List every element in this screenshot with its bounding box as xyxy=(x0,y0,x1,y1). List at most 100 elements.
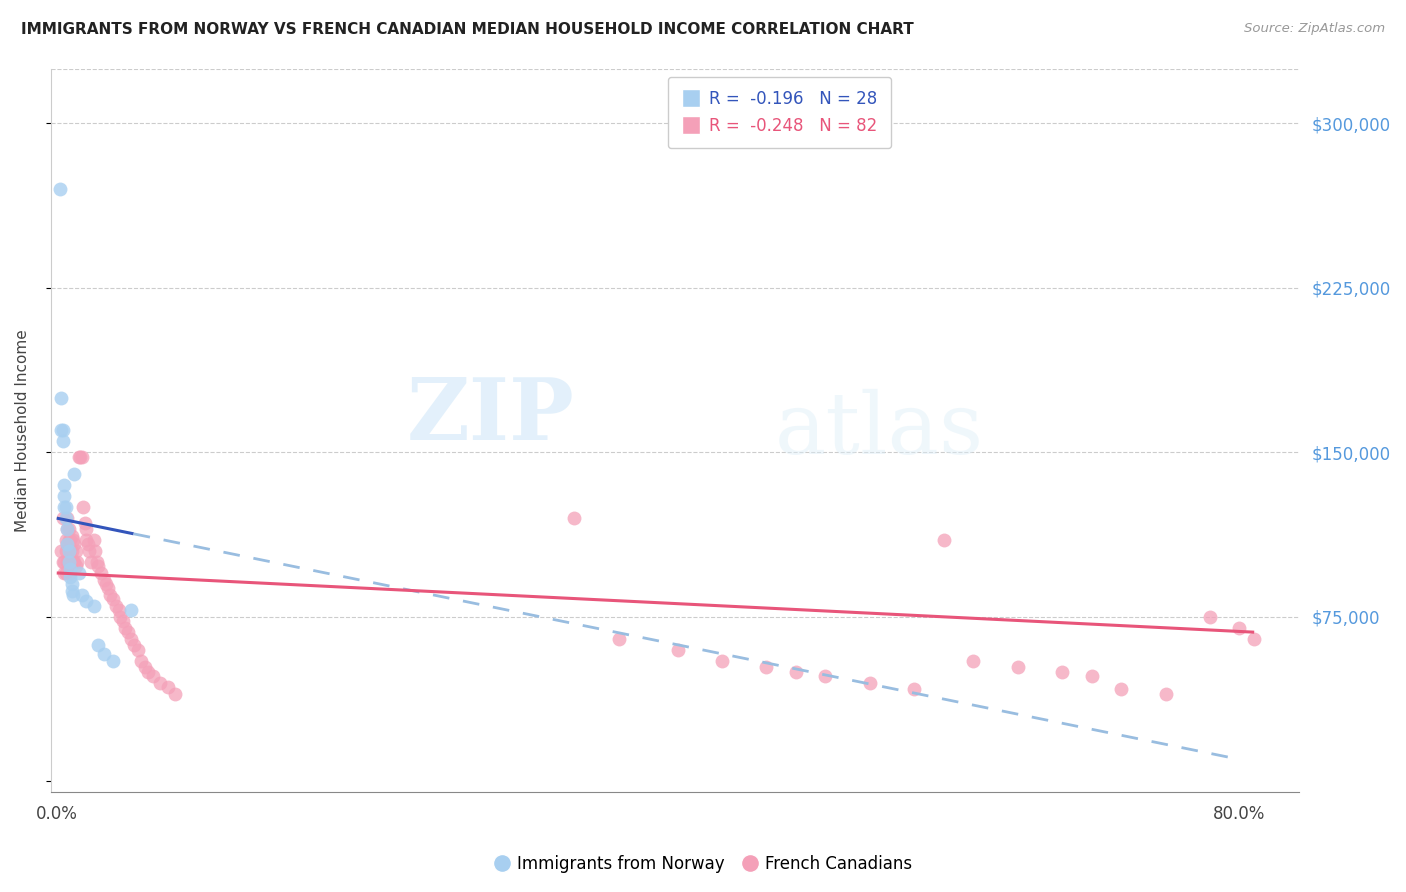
Point xyxy=(55,533,77,547)
Point xyxy=(60,529,83,543)
Point xyxy=(65,559,87,574)
Point xyxy=(53,566,76,580)
Point xyxy=(94,577,117,591)
Point xyxy=(51,391,73,405)
Point xyxy=(755,660,778,674)
Point xyxy=(122,638,145,652)
Point xyxy=(58,555,80,569)
Point xyxy=(52,555,75,569)
Point xyxy=(87,638,110,652)
Text: IMMIGRANTS FROM NORWAY VS FRENCH CANADIAN MEDIAN HOUSEHOLD INCOME CORRELATION CH: IMMIGRANTS FROM NORWAY VS FRENCH CANADIA… xyxy=(21,22,914,37)
Point xyxy=(63,537,86,551)
Point xyxy=(163,687,186,701)
Point xyxy=(83,533,105,547)
Point xyxy=(1229,621,1251,635)
Point xyxy=(55,500,77,515)
Point xyxy=(120,632,142,646)
Point xyxy=(110,610,132,624)
Point xyxy=(52,434,75,449)
Point xyxy=(156,680,179,694)
Point xyxy=(903,682,925,697)
Point xyxy=(66,555,89,569)
Point xyxy=(63,467,86,482)
Y-axis label: Median Household Income: Median Household Income xyxy=(15,329,30,532)
Point xyxy=(138,665,160,679)
Point xyxy=(59,533,82,547)
Point xyxy=(72,500,94,515)
Point xyxy=(108,603,131,617)
Point xyxy=(98,588,121,602)
Text: Source: ZipAtlas.com: Source: ZipAtlas.com xyxy=(1244,22,1385,36)
Point xyxy=(1007,660,1029,674)
Point xyxy=(93,573,115,587)
Point xyxy=(666,642,689,657)
Point xyxy=(962,654,984,668)
Point xyxy=(53,478,76,492)
Point xyxy=(56,537,79,551)
Point xyxy=(67,450,90,464)
Point xyxy=(127,642,149,657)
Point xyxy=(60,577,83,591)
Point xyxy=(52,424,75,438)
Point xyxy=(59,566,82,580)
Point xyxy=(83,599,105,613)
Point xyxy=(77,544,100,558)
Point xyxy=(1243,632,1265,646)
Point xyxy=(84,544,107,558)
Point xyxy=(607,632,630,646)
Point xyxy=(97,582,120,596)
Point xyxy=(80,555,103,569)
Point xyxy=(142,669,165,683)
Text: ZIP: ZIP xyxy=(408,374,575,458)
Point xyxy=(58,555,80,569)
Point xyxy=(117,625,139,640)
Point xyxy=(59,561,82,575)
Point xyxy=(62,588,84,602)
Point xyxy=(785,665,807,679)
Point xyxy=(59,570,82,584)
Point xyxy=(63,555,86,569)
Point xyxy=(65,544,87,558)
Point xyxy=(112,614,135,628)
Point xyxy=(101,654,124,668)
Point xyxy=(53,500,76,515)
Point xyxy=(59,544,82,558)
Point xyxy=(56,522,79,536)
Point xyxy=(70,450,93,464)
Point xyxy=(48,182,70,196)
Point xyxy=(75,533,97,547)
Point xyxy=(104,599,127,613)
Point xyxy=(1154,687,1177,701)
Point xyxy=(55,566,77,580)
Point xyxy=(70,588,93,602)
Point xyxy=(1198,610,1220,624)
Point xyxy=(51,544,73,558)
Point xyxy=(101,592,124,607)
Point xyxy=(711,654,734,668)
Point xyxy=(58,522,80,536)
Point xyxy=(87,559,110,574)
Point xyxy=(1080,669,1102,683)
Point xyxy=(58,533,80,547)
Point xyxy=(58,544,80,558)
Point xyxy=(75,594,97,608)
Point xyxy=(90,566,112,580)
Legend: R =  -0.196   N = 28, R =  -0.248   N = 82: R = -0.196 N = 28, R = -0.248 N = 82 xyxy=(668,77,891,148)
Point xyxy=(56,537,79,551)
Point xyxy=(53,489,76,503)
Point xyxy=(55,511,77,525)
Point xyxy=(1050,665,1073,679)
Point xyxy=(56,511,79,525)
Point xyxy=(55,544,77,558)
Point xyxy=(73,516,96,530)
Text: atlas: atlas xyxy=(775,389,984,472)
Point xyxy=(134,660,156,674)
Point xyxy=(562,511,585,525)
Point xyxy=(1109,682,1132,697)
Point xyxy=(814,669,837,683)
Point xyxy=(52,511,75,525)
Point xyxy=(932,533,955,547)
Point xyxy=(86,555,108,569)
Point xyxy=(114,621,136,635)
Point xyxy=(69,450,91,464)
